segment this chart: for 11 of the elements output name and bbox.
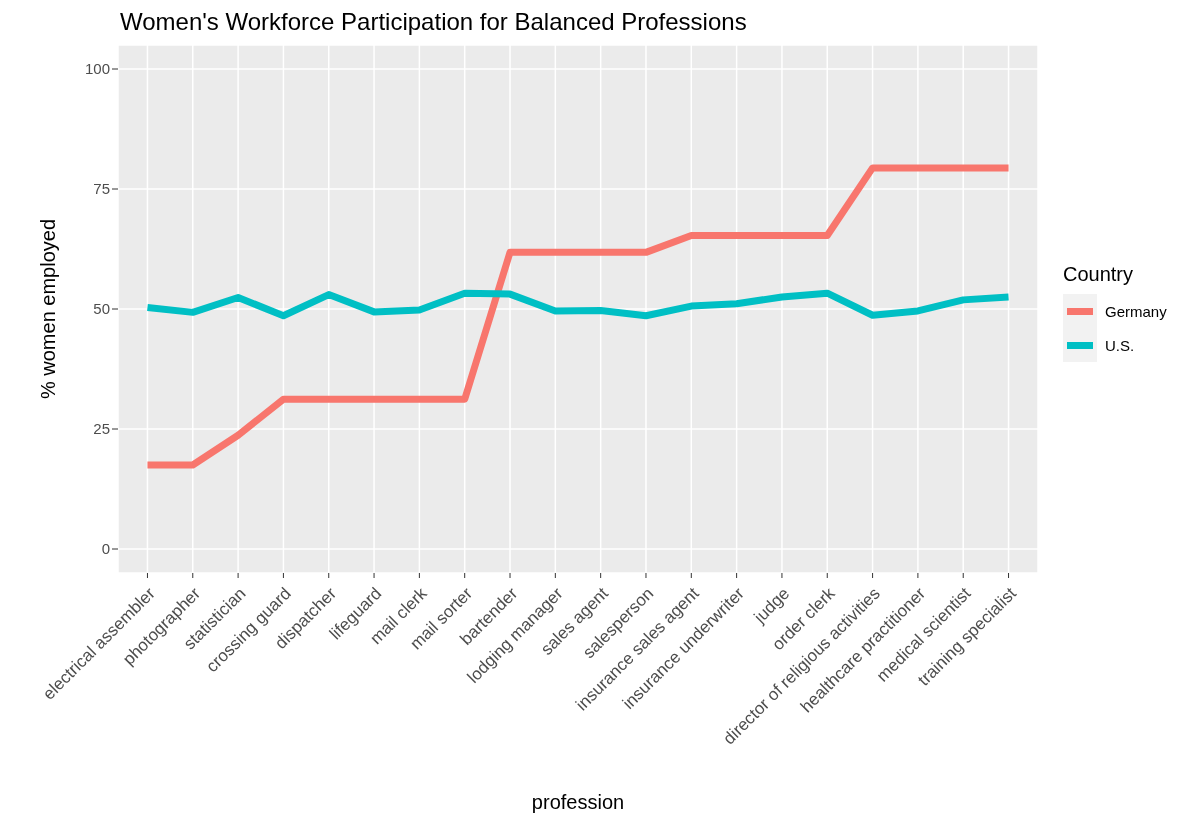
legend-title: Country <box>1063 263 1135 286</box>
y-tick-label: 50 <box>93 300 110 318</box>
y-tick-label: 0 <box>101 540 110 558</box>
y-tick-label: 25 <box>93 420 110 438</box>
x-axis-title: profession <box>531 791 625 813</box>
y-tick-label: 75 <box>93 180 110 198</box>
y-axis-title: % women employed <box>37 218 60 400</box>
y-tick-label: 100 <box>84 60 110 78</box>
legend-label: U.S. <box>1105 336 1135 354</box>
legend-label: Germany <box>1105 302 1167 320</box>
chart-title: Women's Workforce Participation for Balanced Professions <box>120 8 747 36</box>
